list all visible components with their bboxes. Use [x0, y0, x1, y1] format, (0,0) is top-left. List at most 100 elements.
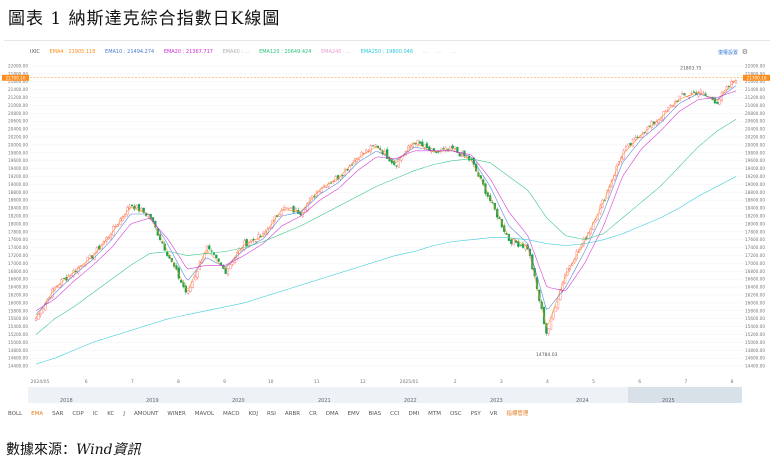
candle-body [524, 245, 527, 250]
gear-icon[interactable]: ⚙ [741, 48, 748, 56]
navigator-year-label: 2020 [232, 398, 245, 404]
y-tick-label-right: 18000.00 [745, 221, 765, 226]
x-tick-label: 10 [268, 379, 274, 385]
candle-body [512, 238, 515, 246]
legend-item[interactable]: ... [436, 49, 442, 55]
candle-body [140, 208, 143, 212]
candle-body [245, 239, 248, 246]
candle-body [648, 125, 651, 127]
legend-item[interactable]: EMA240 : ... [321, 49, 352, 55]
indicator-tab[interactable]: ARBR [284, 411, 301, 417]
candle-body [137, 204, 141, 212]
candle-body [194, 276, 197, 281]
indicator-toolbar: BOLL EMA SAR CDP IC KC J AMOUNT WINER MAVOL MACD KD… [8, 409, 537, 417]
navigator-year-label: 2022 [404, 398, 417, 404]
settings-link[interactable]: 復權設置 [717, 50, 738, 56]
candle-body [278, 214, 281, 217]
indicator-tab[interactable]: WINER [167, 411, 186, 417]
candle-body [442, 148, 445, 150]
candle-body [638, 136, 642, 138]
candle-body [659, 118, 663, 121]
legend-item[interactable]: EMA10 : 21494.274 [105, 49, 155, 55]
legend-item[interactable]: EMA120 : 20649.424 [259, 49, 312, 55]
y-tick-label-right: 21000.00 [745, 103, 765, 108]
y-tick-label-right: 16600.00 [745, 277, 765, 282]
y-tick-label-right: 17200.00 [745, 253, 765, 258]
indicator-tab[interactable]: CDP [72, 411, 84, 417]
ema-line-ema250 [35, 176, 737, 365]
indicator-tab[interactable]: BIAS [368, 411, 382, 417]
indicator-tab[interactable]: EMA [31, 411, 44, 417]
candle-body [599, 205, 602, 214]
candle-body [41, 308, 45, 313]
candle-body [629, 142, 632, 146]
candle-body [669, 105, 672, 107]
y-tick-label-right: 17400.00 [745, 245, 765, 250]
legend-item[interactable]: ... [422, 49, 428, 55]
y-tick-label-right: 16800.00 [745, 269, 765, 274]
candle-body [318, 191, 321, 194]
indicator-tab[interactable]: J [123, 411, 125, 417]
y-tick-label-left: 14800.00 [8, 348, 28, 353]
indicator-tab[interactable]: 指標管理 [506, 411, 529, 417]
legend-item[interactable]: EMA60 : ... [222, 49, 250, 55]
navigator-year-label: 2018 [60, 398, 73, 404]
y-tick-label-left: 17200.00 [8, 253, 28, 258]
indicator-tab[interactable]: CCI [390, 411, 400, 417]
indicator-tab[interactable]: BOLL [8, 411, 23, 417]
indicator-tab[interactable]: CR [309, 411, 317, 417]
indicator-tab[interactable]: MAVOL [194, 411, 215, 417]
candle-body [39, 313, 42, 316]
indicator-tab[interactable]: KC [107, 411, 115, 417]
indicator-tab[interactable]: DMA [325, 411, 339, 417]
y-tick-label-right: 18400.00 [745, 206, 765, 211]
ema-line-ema20 [35, 90, 737, 312]
navigator-track[interactable] [28, 387, 742, 403]
indicator-tab[interactable]: EMV [347, 411, 360, 417]
navigator-year-label: 2023 [490, 398, 503, 404]
legend-item[interactable]: EMA4 : 21905.118 [49, 49, 96, 55]
candle-body [496, 208, 499, 218]
candle-body [325, 186, 328, 188]
candle-body [285, 207, 288, 209]
indicator-tab[interactable]: SAR [52, 411, 64, 417]
legend-item[interactable]: EMA20 : 21367.717 [163, 49, 213, 55]
indicator-tab[interactable]: PSY [470, 411, 481, 417]
candle-body [713, 98, 717, 104]
indicator-tab[interactable]: IC [92, 411, 99, 417]
y-tick-label-left: 20600.00 [8, 119, 28, 124]
candle-body [650, 121, 653, 128]
candle-body [374, 144, 377, 147]
candle-body [549, 317, 553, 330]
indicator-tab[interactable]: MTM [428, 411, 441, 417]
indicator-tab[interactable]: OSC [449, 411, 462, 417]
candle-body [425, 143, 429, 148]
x-tick-label: 7 [131, 379, 134, 385]
candle-body [702, 92, 705, 94]
candle-body [191, 281, 194, 288]
y-tick-label-left: 15600.00 [8, 316, 28, 321]
y-tick-label-right: 14800.00 [745, 348, 765, 353]
x-tick-label: 4 [546, 379, 549, 385]
candle-body [357, 158, 361, 161]
indicator-tab[interactable]: KDJ [248, 411, 258, 417]
indicator-tab[interactable]: RSI [266, 411, 276, 417]
legend-item[interactable]: EMA250 : 19800.046 [360, 49, 414, 55]
candle-body [77, 267, 80, 274]
indicator-tab[interactable]: DMI [408, 411, 420, 417]
indicator-tab[interactable]: VR [489, 411, 498, 417]
candle-body [226, 268, 230, 276]
y-tick-label-left: 20400.00 [8, 127, 28, 132]
candle-body [547, 328, 550, 334]
candle-body [339, 176, 342, 180]
indicator-tab[interactable]: AMOUNT [133, 411, 159, 417]
y-tick-label-right: 17800.00 [745, 229, 765, 234]
navigator-selection[interactable] [628, 387, 742, 403]
y-tick-label-left: 18600.00 [8, 198, 28, 203]
candle-body [592, 222, 595, 231]
current-price-badge-left [2, 74, 29, 81]
candle-body [734, 80, 738, 84]
indicator-tab[interactable]: MACD [223, 411, 240, 417]
navigator-year-label: 2025 [662, 398, 675, 404]
legend-item[interactable]: ... [451, 49, 457, 55]
